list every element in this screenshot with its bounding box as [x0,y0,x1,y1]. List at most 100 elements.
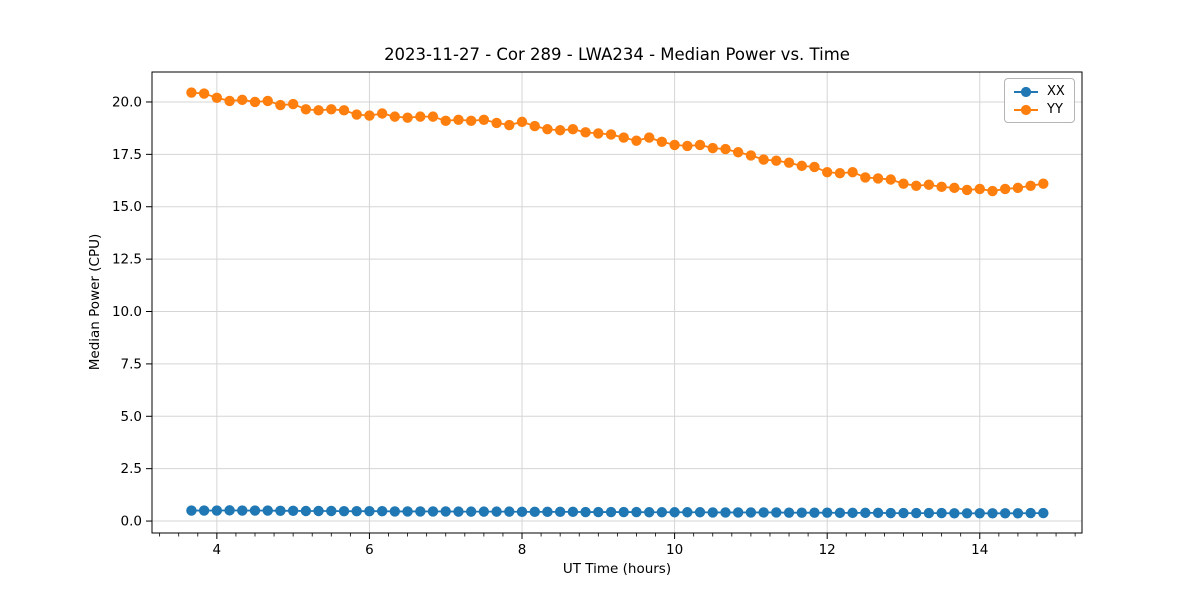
data-point-xx [593,506,604,518]
legend-sample-marker [1020,86,1032,97]
legend-entry-yy: YY [1013,102,1065,117]
data-point-xx [287,505,299,516]
data-point-yy [300,104,312,115]
x-tick-label: 10 [666,542,683,558]
data-point-yy [605,129,617,140]
data-point-xx [402,506,413,517]
legend: XX YY [1004,78,1075,123]
data-point-yy [771,155,782,166]
data-point-xx [1038,507,1049,519]
legend-label-xx: XX [1047,84,1065,99]
data-point-xx [974,508,985,519]
data-point-yy [287,98,299,110]
data-point-yy [821,166,833,178]
data-point-yy [186,87,197,98]
data-point-yy [694,139,706,151]
data-point-xx [618,506,629,518]
x-tick-label: 14 [971,542,988,558]
data-point-yy [249,96,261,108]
legend-sample-marker [1020,104,1032,115]
data-point-yy [389,111,401,122]
legend-entry-xx: XX [1013,84,1065,99]
data-point-xx [999,508,1011,519]
series-yy [186,87,1049,197]
data-point-xx [529,506,540,518]
y-ticks: 0.0 2.5 5.0 7.5 10.0 12.5 15.0 17.5 20.0 [112,94,152,530]
data-point-yy [682,140,693,152]
data-point-yy [211,92,223,103]
data-point-xx [1012,508,1024,519]
data-point-yy [338,105,350,116]
data-point-xx [732,507,744,518]
data-point-xx [911,507,922,519]
data-point-xx [542,506,553,518]
data-point-yy [834,168,846,179]
data-point-xx [211,505,223,516]
data-point-yy [732,147,744,158]
data-point-yy [554,125,566,136]
data-point-xx [478,506,490,517]
data-point-yy [1038,178,1049,189]
data-point-yy [898,178,909,189]
data-point-xx [872,507,884,519]
data-point-yy [809,161,820,173]
data-point-xx [275,505,286,516]
data-point-yy [402,112,413,123]
chart-title: 2023-11-27 - Cor 289 - LWA234 - Median P… [384,45,850,64]
data-point-yy [567,124,579,135]
data-point-yy [999,183,1011,195]
data-point-xx [338,506,350,517]
y-tick-label: 2.5 [121,461,142,477]
data-point-xx [237,505,248,516]
data-point-yy [885,174,896,185]
data-point-yy [872,173,884,184]
data-point-yy [720,143,731,155]
data-point-yy [326,104,337,115]
x-tick-label: 6 [365,542,374,558]
data-point-yy [707,142,718,154]
data-point-xx [453,506,464,517]
data-point-yy [427,111,439,122]
x-axis-label: UT Time (hours) [562,561,672,577]
data-point-xx [554,506,566,518]
data-point-yy [911,180,922,191]
data-point-yy [961,184,973,196]
data-point-xx [427,506,439,517]
data-point-xx [313,505,324,517]
data-point-xx [440,506,451,517]
data-point-yy [987,185,998,197]
data-point-xx [491,506,502,517]
data-point-xx [326,505,337,517]
data-point-xx [249,505,261,516]
data-point-xx [885,507,896,519]
data-point-yy [364,110,375,121]
data-point-yy [491,117,502,129]
x-tick-label: 4 [213,542,222,558]
y-tick-label: 10.0 [112,304,142,320]
data-point-yy [440,115,451,127]
data-point-yy [974,183,985,195]
data-point-xx [796,507,807,518]
data-point-yy [860,172,871,183]
legend-label-yy: YY [1047,102,1063,117]
data-point-yy [262,95,273,107]
x-ticks: 4 6 8 10 12 14 [213,533,988,558]
data-point-xx [376,506,388,517]
data-point-yy [516,116,528,128]
data-point-xx [720,507,731,518]
data-point-xx [682,507,693,518]
data-point-yy [415,111,426,122]
data-point-xx [669,507,680,518]
data-point-yy [656,136,668,147]
x-tick-label: 12 [819,542,836,558]
data-point-yy [949,182,960,194]
data-point-yy [376,108,388,119]
data-point-xx [1025,507,1036,519]
data-point-yy [593,128,604,139]
data-point-yy [631,135,642,146]
data-point-xx [415,506,426,517]
data-point-xx [644,507,655,518]
